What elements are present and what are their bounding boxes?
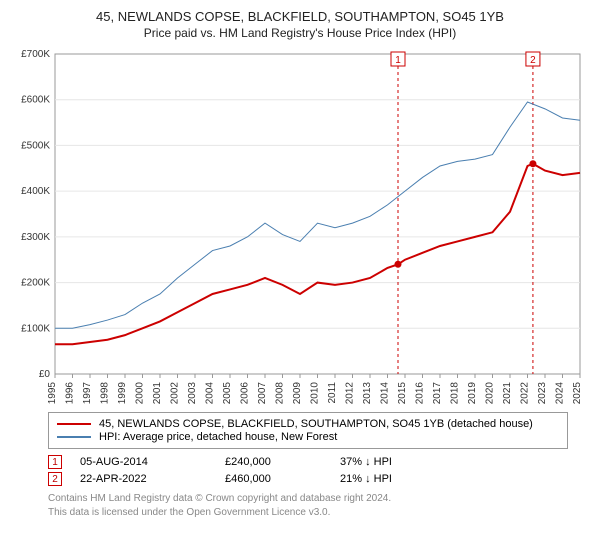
svg-text:2022: 2022 <box>520 382 531 405</box>
svg-text:2010: 2010 <box>310 382 321 405</box>
attribution: Contains HM Land Registry data © Crown c… <box>48 492 590 519</box>
svg-text:2020: 2020 <box>485 382 496 405</box>
marker-row-2: 2 22-APR-2022 £460,000 21% ↓ HPI <box>48 472 568 486</box>
chart-plot-area: £0 £100K £200K £300K £400K £500K £600K £700K 199… <box>10 46 590 406</box>
legend-swatch-property <box>57 423 91 425</box>
legend-row-hpi: HPI: Average price, detached house, New … <box>57 431 559 443</box>
chart-title: 45, NEWLANDS COPSE, BLACKFIELD, SOUTHAMP… <box>10 8 590 26</box>
svg-text:1995: 1995 <box>47 382 58 405</box>
svg-text:1: 1 <box>395 55 401 66</box>
svg-text:2015: 2015 <box>397 382 408 405</box>
svg-text:2008: 2008 <box>275 382 286 405</box>
attribution-line-1: Contains HM Land Registry data © Crown c… <box>48 492 590 506</box>
svg-text:2019: 2019 <box>467 382 478 405</box>
svg-text:1996: 1996 <box>65 382 76 405</box>
svg-text:2000: 2000 <box>135 382 146 405</box>
svg-text:2016: 2016 <box>415 382 426 405</box>
svg-text:1998: 1998 <box>100 382 111 405</box>
legend-label-property: 45, NEWLANDS COPSE, BLACKFIELD, SOUTHAMP… <box>99 418 533 430</box>
marker-badge-2: 2 <box>48 472 62 486</box>
svg-text:£700K: £700K <box>21 49 50 60</box>
marker-date-1: 05-AUG-2014 <box>80 456 225 468</box>
svg-text:2014: 2014 <box>380 382 391 405</box>
marker-table: 1 05-AUG-2014 £240,000 37% ↓ HPI 2 22-AP… <box>48 455 568 486</box>
svg-text:2004: 2004 <box>205 382 216 405</box>
svg-text:2: 2 <box>530 55 536 66</box>
svg-text:£600K: £600K <box>21 95 50 106</box>
svg-text:£200K: £200K <box>21 278 50 289</box>
svg-text:£500K: £500K <box>21 141 50 152</box>
marker-delta-2: 21% ↓ HPI <box>340 473 500 485</box>
marker-price-1: £240,000 <box>225 456 340 468</box>
svg-text:2002: 2002 <box>170 382 181 405</box>
chart-container: 45, NEWLANDS COPSE, BLACKFIELD, SOUTHAMP… <box>0 0 600 560</box>
svg-text:£400K: £400K <box>21 186 50 197</box>
svg-text:2006: 2006 <box>240 382 251 405</box>
svg-text:2003: 2003 <box>187 382 198 405</box>
chart-svg: £0 £100K £200K £300K £400K £500K £600K £700K 199… <box>10 46 590 406</box>
legend-label-hpi: HPI: Average price, detached house, New … <box>99 431 337 443</box>
marker-row-1: 1 05-AUG-2014 £240,000 37% ↓ HPI <box>48 455 568 469</box>
marker-date-2: 22-APR-2022 <box>80 473 225 485</box>
svg-text:2007: 2007 <box>257 382 268 405</box>
marker-delta-1: 37% ↓ HPI <box>340 456 500 468</box>
svg-text:1999: 1999 <box>117 382 128 405</box>
marker-price-2: £460,000 <box>225 473 340 485</box>
svg-text:2021: 2021 <box>502 382 513 405</box>
svg-text:2013: 2013 <box>362 382 373 405</box>
legend-row-property: 45, NEWLANDS COPSE, BLACKFIELD, SOUTHAMP… <box>57 418 559 430</box>
svg-text:2023: 2023 <box>537 382 548 405</box>
svg-text:2024: 2024 <box>555 382 566 405</box>
svg-text:2025: 2025 <box>572 382 583 405</box>
svg-text:2001: 2001 <box>152 382 163 405</box>
marker-badge-1: 1 <box>48 455 62 469</box>
svg-text:2017: 2017 <box>432 382 443 405</box>
svg-text:£100K: £100K <box>21 323 50 334</box>
legend: 45, NEWLANDS COPSE, BLACKFIELD, SOUTHAMP… <box>48 412 568 449</box>
svg-text:£0: £0 <box>39 369 51 380</box>
svg-text:2011: 2011 <box>327 382 338 404</box>
chart-subtitle: Price paid vs. HM Land Registry's House … <box>10 26 590 40</box>
svg-text:2018: 2018 <box>450 382 461 405</box>
legend-swatch-hpi <box>57 436 91 438</box>
svg-text:2005: 2005 <box>222 382 233 405</box>
attribution-line-2: This data is licensed under the Open Gov… <box>48 506 590 520</box>
svg-text:2009: 2009 <box>292 382 303 405</box>
svg-text:1997: 1997 <box>82 382 93 405</box>
svg-text:2012: 2012 <box>345 382 356 405</box>
svg-text:£300K: £300K <box>21 232 50 243</box>
